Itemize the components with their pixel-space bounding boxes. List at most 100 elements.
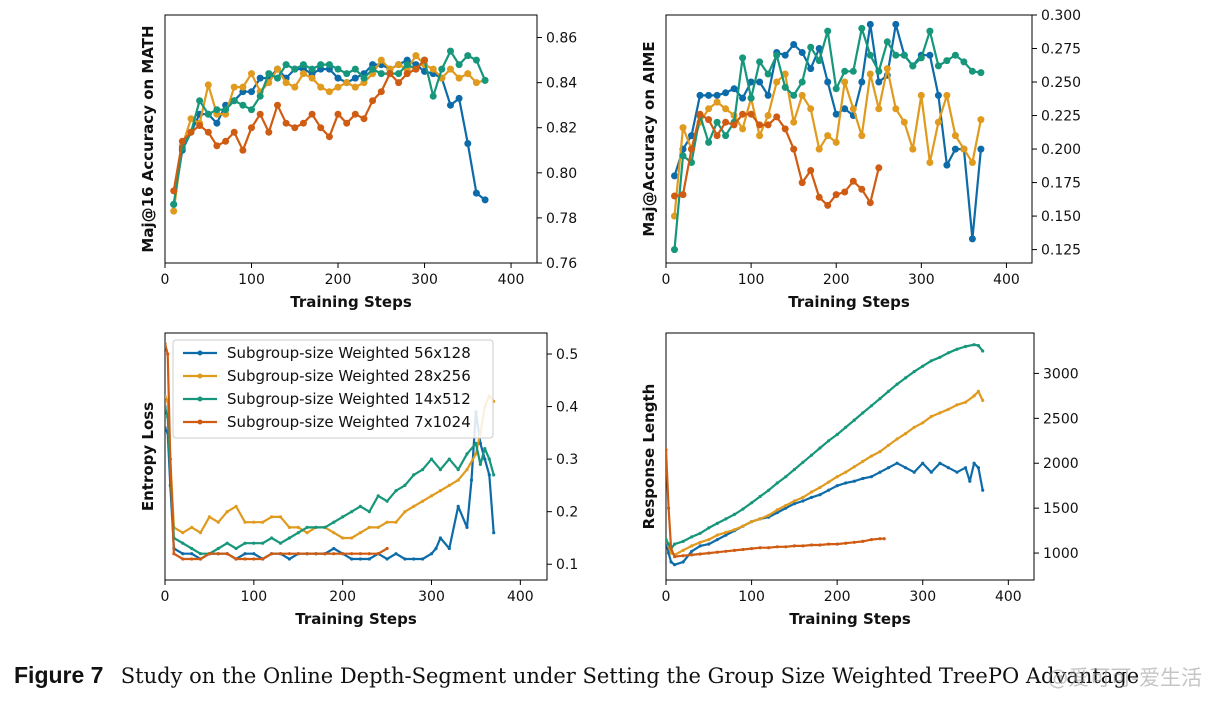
data-point: [274, 74, 281, 82]
data-point: [166, 352, 170, 356]
data-point: [861, 459, 865, 463]
data-point: [248, 124, 255, 132]
data-point: [455, 61, 463, 69]
data-point: [385, 557, 389, 561]
data-point: [282, 119, 290, 127]
data-point: [252, 541, 256, 545]
data-point: [858, 185, 866, 193]
y-tick-label: 0.250: [1041, 75, 1081, 91]
data-point: [296, 552, 300, 556]
x-tick-label: 200: [824, 589, 851, 605]
data-point: [815, 45, 823, 52]
watermark: @爱可可-爱生活: [1047, 666, 1202, 690]
data-point: [278, 515, 283, 519]
data-point: [343, 79, 351, 87]
data-point: [299, 119, 307, 127]
data-point: [951, 51, 959, 59]
data-point: [835, 475, 839, 479]
data-point: [358, 531, 362, 535]
data-point: [216, 520, 220, 524]
data-point: [764, 121, 772, 129]
plot-area: [165, 341, 496, 561]
data-point: [858, 24, 866, 32]
data-point: [350, 536, 354, 540]
data-point: [690, 544, 694, 548]
x-tick-label: 400: [993, 272, 1020, 288]
legend: Subgroup-size Weighted 56x128 Subgroup-si…: [172, 339, 494, 439]
data-point: [190, 525, 194, 530]
data-point: [938, 411, 942, 415]
data-point: [230, 97, 238, 105]
data-point: [278, 552, 283, 556]
data-point: [861, 411, 865, 415]
data-point: [669, 560, 673, 564]
data-point: [274, 65, 281, 73]
data-point: [929, 414, 933, 419]
data-point: [775, 481, 779, 485]
data-point: [882, 537, 886, 541]
data-point: [455, 74, 463, 82]
data-point: [852, 540, 856, 544]
data-point: [861, 539, 865, 544]
data-point: [705, 116, 713, 124]
data-point: [222, 137, 230, 145]
data-point: [196, 122, 204, 129]
data-point: [739, 110, 747, 118]
data-point: [351, 83, 359, 91]
data-point: [968, 67, 976, 75]
y-tick-label: 0.5: [556, 347, 578, 363]
data-point: [713, 132, 721, 140]
y-axis-label: Maj@Accuracy on AIME: [640, 41, 658, 236]
data-point: [412, 65, 420, 73]
data-point: [671, 192, 678, 200]
data-point: [963, 400, 968, 404]
data-point: [758, 546, 762, 550]
data-point: [287, 525, 291, 530]
data-point: [198, 552, 203, 556]
data-point: [429, 457, 434, 461]
data-point: [170, 187, 178, 195]
data-point: [955, 347, 959, 351]
data-point: [671, 212, 678, 220]
data-point: [861, 476, 865, 481]
data-point: [972, 461, 976, 465]
data-point: [690, 553, 694, 557]
data-point: [878, 450, 882, 454]
data-point: [807, 43, 815, 51]
data-point: [256, 110, 264, 118]
x-axis-label: Training Steps: [290, 293, 412, 311]
data-point: [308, 74, 316, 82]
data-point: [844, 541, 848, 545]
data-point: [900, 51, 908, 59]
data-point: [732, 548, 737, 553]
data-point: [317, 83, 325, 91]
data-point: [875, 67, 883, 75]
data-point: [756, 121, 764, 129]
data-point: [679, 124, 687, 132]
data-point: [858, 132, 866, 140]
data-point: [369, 97, 377, 105]
data-point: [673, 563, 677, 567]
data-point: [909, 62, 917, 70]
data-point: [758, 494, 762, 499]
data-point: [705, 91, 713, 99]
data-point: [207, 515, 211, 519]
data-point: [929, 359, 933, 363]
data-point: [323, 552, 327, 556]
data-point: [314, 525, 318, 530]
data-point: [456, 504, 460, 508]
data-point: [230, 128, 238, 136]
data-point: [835, 432, 839, 437]
data-point: [938, 461, 942, 465]
data-point: [807, 167, 815, 174]
data-point: [938, 355, 942, 359]
data-point: [798, 179, 806, 187]
data-point: [904, 432, 908, 436]
axes-frame: [665, 14, 1033, 264]
data-point: [434, 546, 438, 551]
y-tick-label: 0.3: [556, 452, 578, 468]
data-point: [216, 546, 220, 551]
data-point: [343, 70, 351, 78]
x-tick-label: 300: [909, 589, 936, 605]
data-point: [252, 557, 256, 561]
